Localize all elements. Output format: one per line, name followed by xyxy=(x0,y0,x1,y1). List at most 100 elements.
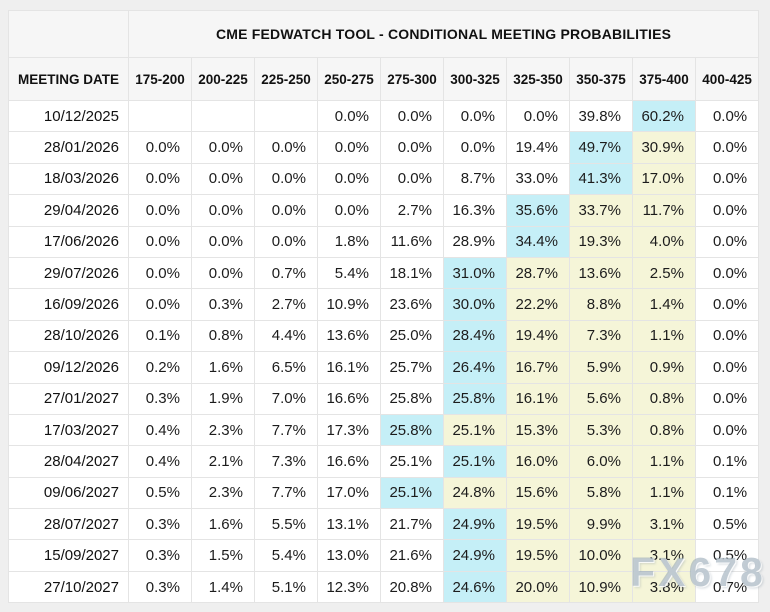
meeting-date-cell: 18/03/2026 xyxy=(8,162,129,196)
probability-cell: 16.1% xyxy=(506,382,570,415)
probability-cell: 3.1% xyxy=(632,539,696,572)
column-header-250-275: 250-275 xyxy=(317,57,381,101)
table-row: 09/12/2026 0.2% 1.6% 6.5% 16.1% 25.7% 26.4% 16.… xyxy=(8,351,760,384)
probability-cell: 3.8% xyxy=(632,570,696,604)
probability-cell: 1.9% xyxy=(191,382,255,415)
probability-cell-max: 26.4% xyxy=(443,351,507,384)
column-header-400-425: 400-425 xyxy=(694,57,760,101)
probability-cell: 4.4% xyxy=(254,319,318,353)
probability-cell-max: 35.6% xyxy=(506,194,570,227)
table-row: 29/07/2026 0.0% 0.0% 0.7% 5.4% 18.1% 31.0% 28.7… xyxy=(8,256,760,290)
probability-cell: 0.3% xyxy=(128,382,192,415)
probability-cell-max: 60.2% xyxy=(632,99,696,133)
probability-cell: 13.1% xyxy=(317,508,381,541)
probability-cell: 0.0% xyxy=(317,131,381,164)
probability-cell: 20.0% xyxy=(506,570,570,604)
probability-cell: 19.5% xyxy=(506,508,570,541)
probability-cell: 19.3% xyxy=(569,225,633,258)
table-row: 09/06/2027 0.5% 2.3% 7.7% 17.0% 25.1% 24.8% 15.… xyxy=(8,476,760,510)
probability-cell: 0.0% xyxy=(191,162,255,196)
probability-cell: 0.4% xyxy=(128,445,192,478)
probability-cell: 16.0% xyxy=(506,445,570,478)
probability-cell: 2.3% xyxy=(191,413,255,447)
probability-cell: 6.5% xyxy=(254,351,318,384)
probability-cell: 0.0% xyxy=(317,194,381,227)
probability-cell: 12.3% xyxy=(317,570,381,604)
probability-cell: 0.0% xyxy=(128,194,192,227)
title-row: CME FEDWATCH TOOL - CONDITIONAL MEETING … xyxy=(8,10,760,58)
probability-cell: 0.0% xyxy=(128,225,192,258)
probability-cell: 25.8% xyxy=(380,382,444,415)
probability-cell: 9.9% xyxy=(569,508,633,541)
probability-cell: 0.8% xyxy=(191,319,255,353)
probability-cell-max: 25.8% xyxy=(443,382,507,415)
probability-cell xyxy=(254,99,318,133)
column-header-325-350: 325-350 xyxy=(506,57,570,101)
probability-cell: 5.1% xyxy=(254,570,318,604)
table-row: 28/10/2026 0.1% 0.8% 4.4% 13.6% 25.0% 28.4% 19.… xyxy=(8,319,760,353)
probability-cell: 0.0% xyxy=(694,288,760,321)
table-row: 16/09/2026 0.0% 0.3% 2.7% 10.9% 23.6% 30.0% 22.… xyxy=(8,288,760,321)
probability-cell: 23.6% xyxy=(380,288,444,321)
table-body: 10/12/2025 0.0% 0.0% 0.0% 0.0% 39.8% 60.2% 0.0%… xyxy=(8,99,760,604)
probability-cell: 7.0% xyxy=(254,382,318,415)
table-row: 29/04/2026 0.0% 0.0% 0.0% 0.0% 2.7% 16.3% 35.6%… xyxy=(8,194,760,227)
probability-cell: 10.9% xyxy=(569,570,633,604)
meeting-date-cell: 29/04/2026 xyxy=(8,194,129,227)
probability-cell: 0.2% xyxy=(128,351,192,384)
meeting-date-cell: 15/09/2027 xyxy=(8,539,129,572)
probability-cell: 25.1% xyxy=(443,413,507,447)
probability-cell: 0.5% xyxy=(694,508,760,541)
probability-cell: 15.3% xyxy=(506,413,570,447)
probability-cell-max: 31.0% xyxy=(443,256,507,290)
probability-cell: 0.7% xyxy=(694,570,760,604)
probability-cell: 5.6% xyxy=(569,382,633,415)
meeting-date-cell: 28/07/2027 xyxy=(8,508,129,541)
probability-cell: 0.0% xyxy=(128,288,192,321)
probability-cell-max: 24.9% xyxy=(443,539,507,572)
probability-cell: 1.1% xyxy=(632,319,696,353)
probability-cell-max: 24.9% xyxy=(443,508,507,541)
probability-cell: 1.4% xyxy=(191,570,255,604)
table-row: 28/04/2027 0.4% 2.1% 7.3% 16.6% 25.1% 25.1% 16.… xyxy=(8,445,760,478)
probability-cell: 0.0% xyxy=(694,162,760,196)
probability-cell: 0.5% xyxy=(128,476,192,510)
probability-cell: 0.0% xyxy=(317,162,381,196)
probability-cell: 33.0% xyxy=(506,162,570,196)
probability-cell: 0.0% xyxy=(254,131,318,164)
probability-cell: 1.6% xyxy=(191,508,255,541)
probability-cell: 8.8% xyxy=(569,288,633,321)
column-header-225-250: 225-250 xyxy=(254,57,318,101)
column-header-meeting-date: MEETING DATE xyxy=(8,57,129,101)
meeting-date-cell: 09/06/2027 xyxy=(8,476,129,510)
probability-cell: 0.0% xyxy=(694,413,760,447)
probability-cell: 0.7% xyxy=(254,256,318,290)
probability-cell-max: 25.8% xyxy=(380,413,444,447)
probability-cell: 0.4% xyxy=(128,413,192,447)
probability-cell: 11.7% xyxy=(632,194,696,227)
probability-cell: 30.9% xyxy=(632,131,696,164)
table-row: 27/10/2027 0.3% 1.4% 5.1% 12.3% 20.8% 24.6% 20.… xyxy=(8,570,760,604)
probability-cell xyxy=(191,99,255,133)
probability-cell: 0.0% xyxy=(191,131,255,164)
probability-cell: 0.0% xyxy=(380,162,444,196)
probability-cell: 5.5% xyxy=(254,508,318,541)
table-row: 17/06/2026 0.0% 0.0% 0.0% 1.8% 11.6% 28.9% 34.4… xyxy=(8,225,760,258)
probability-cell: 0.0% xyxy=(317,99,381,133)
probability-cell: 5.4% xyxy=(317,256,381,290)
probability-cell: 19.4% xyxy=(506,131,570,164)
probability-cell: 5.4% xyxy=(254,539,318,572)
probability-cell: 0.0% xyxy=(694,131,760,164)
probability-cell: 0.3% xyxy=(128,508,192,541)
meeting-date-cell: 17/03/2027 xyxy=(8,413,129,447)
probability-cell: 0.9% xyxy=(632,351,696,384)
probability-cell-max: 25.1% xyxy=(443,445,507,478)
probability-cell xyxy=(128,99,192,133)
probability-cell: 0.3% xyxy=(128,570,192,604)
column-header-200-225: 200-225 xyxy=(191,57,255,101)
table-row: 15/09/2027 0.3% 1.5% 5.4% 13.0% 21.6% 24.9% 19.… xyxy=(8,539,760,572)
table-row: 27/01/2027 0.3% 1.9% 7.0% 16.6% 25.8% 25.8% 16.… xyxy=(8,382,760,415)
probability-cell: 0.0% xyxy=(254,225,318,258)
probability-cell: 10.9% xyxy=(317,288,381,321)
fedwatch-table: CME FEDWATCH TOOL - CONDITIONAL MEETING … xyxy=(8,10,760,604)
